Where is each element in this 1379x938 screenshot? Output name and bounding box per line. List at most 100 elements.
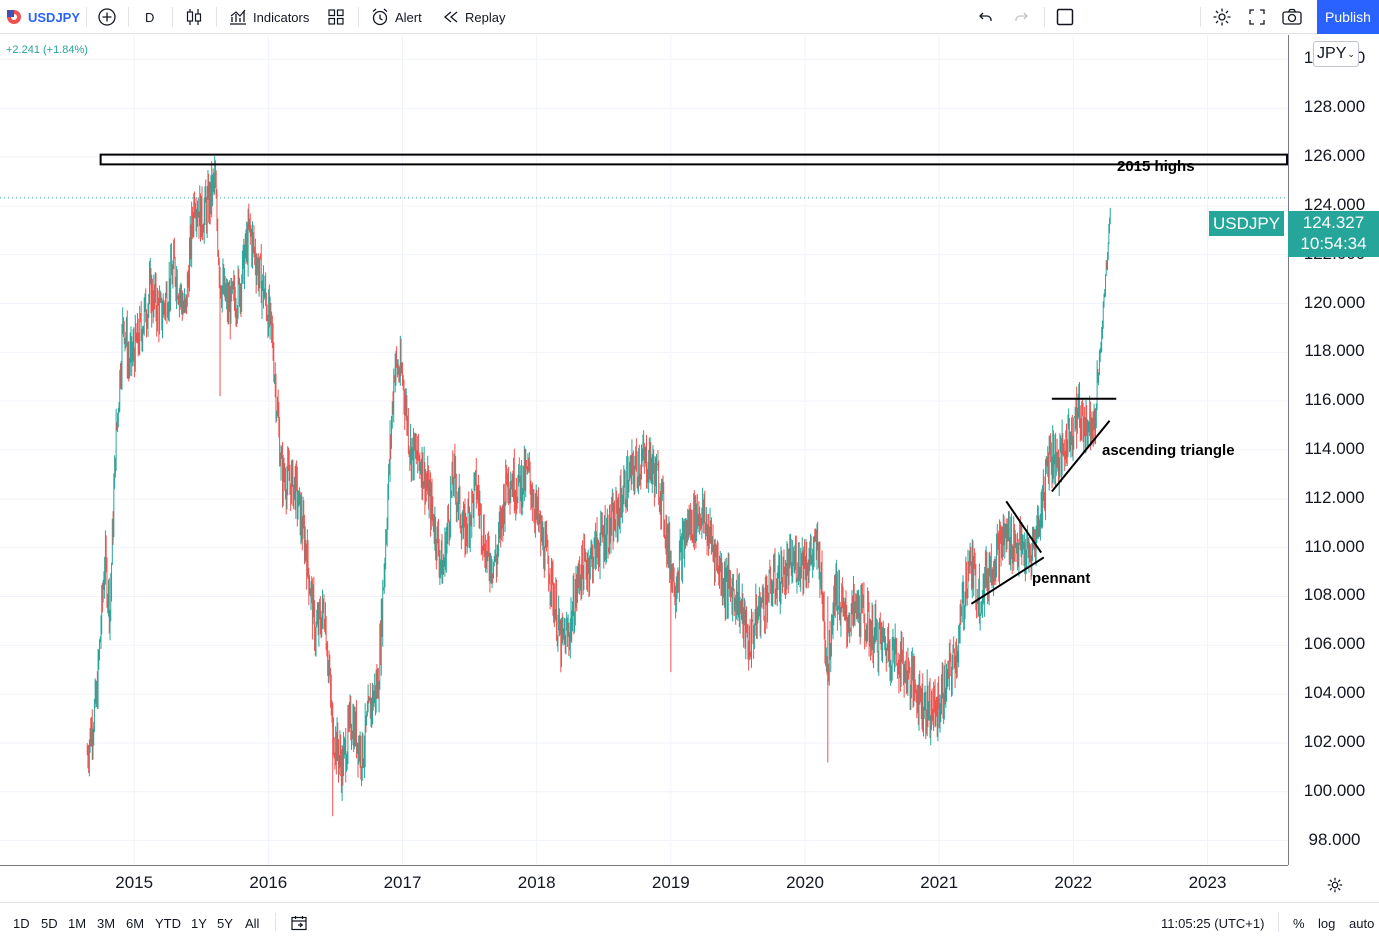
chevron-down-icon: ⌄ — [1347, 48, 1355, 59]
price-axis[interactable]: 98.000 100.000 102.000 104.000 106.000 108.00… — [1288, 35, 1379, 865]
drawings — [99, 153, 1288, 605]
percent-toggle[interactable]: % — [1293, 916, 1305, 931]
divider — [172, 7, 173, 27]
price-change: +2.241 (+1.84%) — [6, 44, 88, 56]
divider — [275, 913, 276, 931]
price-chart[interactable] — [0, 35, 1288, 865]
time-tick-label: 2016 — [249, 873, 288, 892]
price-tick-label: 118.000 — [1304, 341, 1365, 361]
range-3m[interactable]: 3M — [97, 916, 116, 931]
price-tick-label: 102.000 — [1303, 731, 1366, 751]
time-tick-label: 2021 — [920, 873, 959, 892]
bottom-bar: 1D 5D 1M 3M 6M YTD 1Y 5Y All 11:05:25 (U… — [0, 902, 1379, 938]
last-price-label: 124.327 10:54:34 — [1288, 211, 1379, 257]
price-tick-label: 116.000 — [1304, 390, 1365, 410]
alert-button[interactable]: Alert — [370, 0, 422, 34]
replay-label: Replay — [465, 9, 506, 25]
currency-label: JPY — [1317, 45, 1347, 62]
redo-button[interactable] — [1012, 0, 1030, 34]
currency-button[interactable]: JPY ⌄ — [1313, 41, 1359, 67]
auto-toggle[interactable]: auto — [1349, 916, 1375, 931]
candles-icon — [184, 7, 204, 27]
time-tick-label: 2017 — [383, 873, 422, 892]
settings-button[interactable] — [1212, 0, 1232, 34]
time-tick-label: 2019 — [651, 873, 690, 892]
top-toolbar: USDJPY D Indicators Alert — [0, 0, 1379, 34]
price-tick-label: 114.000 — [1304, 439, 1365, 458]
divider — [1200, 7, 1201, 27]
price-tick-label: 128.000 — [1303, 97, 1366, 117]
time-tick-label: 2023 — [1188, 873, 1227, 892]
divider — [216, 7, 217, 27]
goto-date-button[interactable] — [290, 914, 308, 935]
chart-settings-button[interactable] — [1326, 876, 1344, 899]
range-ytd[interactable]: YTD — [155, 916, 181, 931]
replay-button[interactable]: Replay — [442, 0, 505, 34]
templates-button[interactable] — [326, 0, 346, 34]
range-6m[interactable]: 6M — [126, 916, 145, 931]
indicators-icon — [228, 7, 248, 27]
alert-label: Alert — [395, 9, 422, 25]
chart-type-button[interactable] — [184, 0, 204, 34]
symbol-search[interactable]: USDJPY — [6, 0, 80, 34]
range-1m[interactable]: 1M — [68, 916, 87, 931]
publish-button[interactable]: Publish — [1317, 0, 1379, 34]
symbol-label: USDJPY — [28, 9, 81, 25]
divider — [358, 7, 359, 27]
redo-icon — [1012, 8, 1030, 26]
time-tick-label: 2015 — [115, 873, 154, 892]
price-tick-label: 112.000 — [1304, 487, 1365, 507]
compare-button[interactable] — [96, 0, 118, 34]
annotation-ascending-triangle: ascending triangle — [1102, 442, 1235, 459]
last-price: 124.327 — [1302, 213, 1365, 232]
price-tick-label: 104.000 — [1303, 683, 1366, 703]
range-5y[interactable]: 5Y — [217, 916, 233, 931]
bar-countdown: 10:54:34 — [1300, 234, 1367, 253]
layout-button[interactable] — [1055, 0, 1075, 34]
range-1d[interactable]: 1D — [13, 916, 30, 931]
alarm-clock-icon — [370, 7, 390, 27]
gear-icon — [1212, 7, 1232, 27]
indicators-button[interactable]: Indicators — [228, 0, 309, 34]
grid-icon — [326, 7, 346, 27]
price-tick-label: 108.000 — [1303, 585, 1366, 605]
indicators-label: Indicators — [253, 9, 310, 25]
divider — [1278, 912, 1279, 932]
time-tick-label: 2018 — [517, 873, 556, 892]
camera-icon — [1281, 7, 1303, 27]
time-tick-label: 2022 — [1054, 873, 1093, 892]
trend-line — [970, 556, 1045, 605]
range-1y[interactable]: 1Y — [191, 916, 207, 931]
calendar-icon — [290, 916, 308, 935]
price-tick-label: 120.000 — [1303, 292, 1366, 312]
plus-circle-icon — [96, 6, 118, 28]
price-tick-label: 110.000 — [1304, 536, 1365, 556]
range-all[interactable]: All — [245, 916, 260, 931]
clock[interactable]: 11:05:25 (UTC+1) — [1161, 916, 1265, 931]
log-toggle[interactable]: log — [1318, 916, 1336, 931]
trend-line — [1005, 500, 1042, 554]
trend-line — [1051, 420, 1111, 493]
gear-icon — [1326, 877, 1344, 898]
snapshot-button[interactable] — [1281, 0, 1303, 34]
annotation-2015-highs: 2015 highs — [1117, 158, 1195, 175]
interval-label: D — [145, 9, 155, 25]
fullscreen-button[interactable] — [1248, 0, 1266, 34]
divider — [1044, 7, 1045, 27]
square-icon — [1055, 7, 1075, 27]
candles — [86, 156, 1111, 817]
time-axis[interactable]: 2015 2016 2017 2018 2019 2020 2021 2022 2023 — [0, 865, 1288, 901]
divider — [86, 7, 87, 27]
time-tick-label: 2020 — [786, 873, 824, 892]
price-tick-label: 124.000 — [1303, 194, 1366, 214]
range-5d[interactable]: 5D — [41, 916, 58, 931]
price-tick-label: 100.000 — [1303, 780, 1366, 800]
symbol-tag: USDJPY — [1209, 211, 1284, 236]
interval-button[interactable]: D — [145, 0, 154, 34]
flag-icon — [6, 9, 22, 25]
fullscreen-icon — [1248, 8, 1266, 26]
price-tick-label: 98.000 — [1308, 829, 1361, 849]
undo-button[interactable] — [977, 0, 995, 34]
annotation-pennant: pennant — [1032, 570, 1091, 587]
price-tick-label: 126.000 — [1303, 146, 1366, 166]
